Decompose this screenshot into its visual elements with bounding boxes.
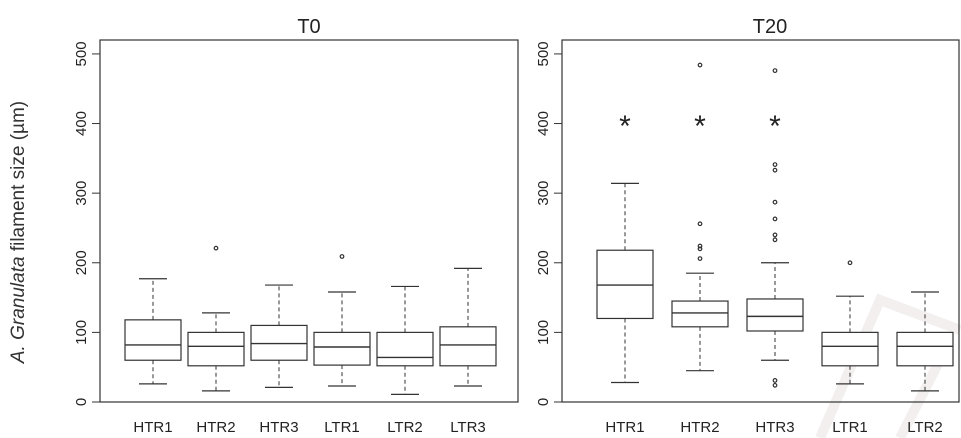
x-tick-label: LTR1 <box>324 419 360 436</box>
x-tick-label: LTR3 <box>450 419 486 436</box>
outlier-point <box>697 221 703 227</box>
box-htr3 <box>250 284 308 388</box>
outlier-point <box>772 232 778 238</box>
y-tick-label: 200 <box>73 250 90 275</box>
outlier-point <box>847 260 853 266</box>
outlier-point <box>697 243 703 249</box>
box-htr2: * <box>671 62 729 372</box>
y-tick-label: 0 <box>73 398 90 406</box>
outlier-point <box>772 378 778 383</box>
outlier-point <box>339 254 345 259</box>
panel-title: T0 <box>297 16 320 38</box>
x-tick-label: HTR1 <box>605 419 644 436</box>
iqr-box <box>439 326 497 367</box>
box-ltr1 <box>313 254 371 387</box>
iqr-box <box>124 319 182 361</box>
outlier-point <box>697 246 703 252</box>
y-tick-label: 0 <box>535 398 552 406</box>
y-tick-label: 300 <box>73 181 90 206</box>
outlier-point <box>697 256 703 261</box>
x-tick-label: LTR2 <box>387 419 423 436</box>
iqr-box <box>671 300 729 328</box>
x-tick-label: HTR2 <box>680 419 719 436</box>
iqr-box <box>187 331 245 367</box>
box-ltr3 <box>439 267 497 387</box>
significance-star: * <box>619 110 631 143</box>
box-htr3: * <box>746 68 804 388</box>
x-tick-label: HTR3 <box>755 419 794 436</box>
x-tick-label: LTR2 <box>907 419 943 436</box>
box-htr1 <box>124 278 182 385</box>
box-ltr1 <box>821 260 879 385</box>
outlier-point <box>697 62 703 68</box>
significance-star: * <box>694 110 706 143</box>
y-tick-label: 500 <box>535 41 552 66</box>
outlier-point <box>772 162 778 168</box>
outlier-point <box>772 199 778 205</box>
outlier-point <box>772 167 778 173</box>
plot-frame <box>561 39 960 403</box>
x-tick-label: LTR1 <box>832 419 868 436</box>
plot-frame <box>99 39 519 403</box>
outlier-point <box>772 216 778 222</box>
x-tick-label: HTR3 <box>259 419 298 436</box>
iqr-box <box>313 331 371 366</box>
y-axis-label: A. Granulata filament size (µm) <box>8 101 29 364</box>
iqr-box <box>821 331 879 367</box>
x-tick-label: HTR2 <box>196 419 235 436</box>
y-tick-label: 300 <box>535 181 552 206</box>
panel-t20: T20 0 100 200 300 400 500 * HTR1 * HTR2 * HTR3 LTR1 LT… <box>535 16 960 436</box>
outlier-point <box>772 382 778 388</box>
box-ltr2 <box>896 291 954 392</box>
y-axis-label-rest: filament size (µm) <box>8 101 29 257</box>
box-htr2 <box>187 245 245 392</box>
panel-t0: T0 0 100 200 300 400 500 HTR1 HTR2 HTR3 LTR1 LTR2 LT… <box>73 16 519 436</box>
iqr-box <box>376 331 434 367</box>
y-tick-label: 400 <box>535 111 552 136</box>
outlier-point <box>772 68 778 74</box>
watermark <box>815 293 961 438</box>
y-tick-label: 100 <box>535 320 552 345</box>
y-tick-label: 200 <box>535 250 552 275</box>
y-tick-label: 100 <box>73 320 90 345</box>
outlier-point <box>213 245 219 251</box>
significance-star: * <box>769 110 781 143</box>
box-ltr2 <box>376 285 434 395</box>
y-tick-label: 400 <box>73 111 90 136</box>
iqr-box <box>896 331 954 367</box>
y-axis-label-species: A. Granulata <box>8 256 29 364</box>
y-tick-label: 500 <box>73 41 90 66</box>
x-tick-label: HTR1 <box>133 419 172 436</box>
panel-title: T20 <box>753 16 787 38</box>
outlier-point <box>772 237 778 243</box>
iqr-box <box>746 298 804 332</box>
box-htr1: * <box>596 110 654 384</box>
